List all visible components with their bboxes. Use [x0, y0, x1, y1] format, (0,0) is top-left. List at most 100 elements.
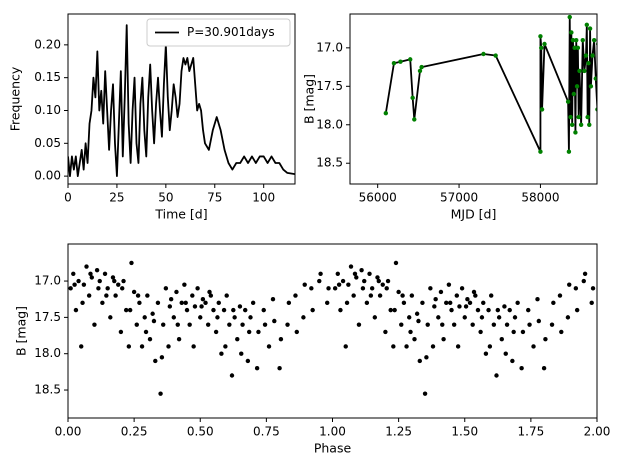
data-point: [457, 304, 462, 309]
data-point: [471, 289, 477, 295]
data-point: [601, 34, 605, 38]
data-point: [577, 68, 582, 74]
data-point: [309, 286, 314, 291]
data-point: [301, 315, 306, 320]
series-line: [68, 24, 295, 178]
data-point: [84, 264, 89, 269]
data-point: [326, 286, 331, 291]
data-point: [412, 117, 417, 122]
data-point: [581, 278, 586, 284]
y-axis-label: B [mag]: [14, 306, 29, 356]
data-point: [207, 289, 212, 295]
data-point: [567, 282, 572, 287]
data-point: [507, 307, 512, 313]
data-point: [190, 293, 195, 298]
data-point: [231, 307, 236, 313]
data-point: [362, 278, 367, 284]
data-point: [367, 271, 372, 276]
data-point: [503, 351, 508, 356]
data-point: [155, 300, 161, 306]
data-point: [598, 115, 602, 119]
data-point: [332, 286, 338, 291]
data-point: [310, 307, 315, 313]
data-point: [208, 293, 214, 298]
data-point: [88, 271, 93, 276]
y-tick-label: 17.0: [34, 274, 61, 288]
data-point: [574, 37, 579, 43]
data-point: [72, 282, 77, 287]
data-point: [380, 282, 385, 287]
y-tick-label: 17.5: [316, 79, 343, 93]
plot-area: [383, 14, 605, 154]
data-point: [489, 293, 494, 298]
data-point: [571, 91, 577, 97]
data-point: [71, 271, 76, 276]
data-point: [317, 278, 322, 284]
legend-label: P=30.901days: [187, 25, 275, 39]
data-point: [420, 300, 425, 306]
data-point: [463, 304, 469, 309]
data-point: [407, 315, 412, 320]
x-tick-label: 1.75: [518, 425, 545, 439]
x-tick-label: 0.75: [253, 425, 280, 439]
plot-area: [68, 24, 295, 178]
data-point: [587, 122, 592, 127]
data-point: [104, 293, 109, 298]
data-point: [520, 329, 526, 335]
data-point: [481, 51, 486, 57]
data-point: [590, 286, 596, 291]
data-point: [444, 300, 449, 306]
data-point: [392, 307, 397, 313]
data-point: [600, 76, 604, 80]
data-point: [277, 366, 282, 371]
data-point: [343, 344, 348, 349]
subplot: 0 25 50 75 100 0.00 0.05 0.10 0.15 0.20 Time [d] Fr…: [8, 13, 296, 222]
data-point: [105, 286, 110, 291]
data-point: [80, 300, 85, 306]
data-point: [79, 344, 84, 349]
data-point: [198, 315, 203, 320]
data-point: [131, 289, 137, 295]
data-point: [408, 57, 413, 62]
axes-frame: [349, 13, 598, 185]
data-point: [200, 297, 206, 302]
data-point: [294, 329, 299, 335]
y-tick-label: 0.05: [34, 136, 61, 150]
data-point: [391, 344, 396, 349]
y-tick-label: 18.5: [34, 383, 61, 397]
data-point: [572, 45, 577, 51]
data-point: [598, 23, 602, 27]
data-point: [182, 282, 187, 287]
subplot: 56000 57000 58000 17.0 17.5 18.0 18.5 MJD [d] B …: [302, 13, 605, 222]
data-point: [583, 53, 589, 58]
data-point: [168, 297, 174, 302]
data-point: [512, 315, 518, 320]
data-point: [158, 391, 163, 396]
data-point: [588, 84, 594, 89]
data-point: [245, 358, 251, 364]
data-point: [385, 278, 391, 284]
y-tick-label: 18.0: [316, 117, 343, 131]
data-point: [582, 271, 588, 276]
data-point: [240, 322, 245, 327]
data-point: [360, 286, 366, 291]
data-point: [100, 300, 105, 306]
data-point: [159, 355, 165, 360]
data-point: [266, 344, 272, 349]
x-tick-label: 58000: [521, 191, 559, 205]
data-point: [424, 355, 429, 360]
x-tick-label: 25: [109, 191, 124, 205]
data-point: [150, 311, 155, 316]
data-point: [375, 275, 380, 280]
data-point: [575, 45, 581, 51]
data-point: [108, 315, 113, 320]
data-point: [368, 293, 374, 298]
data-point: [502, 304, 507, 309]
data-point: [459, 286, 465, 291]
data-point: [346, 282, 351, 287]
y-tick-label: 18.5: [316, 156, 343, 170]
data-point: [97, 278, 102, 284]
data-point: [243, 307, 248, 313]
data-point: [270, 297, 276, 302]
data-point: [586, 61, 591, 66]
